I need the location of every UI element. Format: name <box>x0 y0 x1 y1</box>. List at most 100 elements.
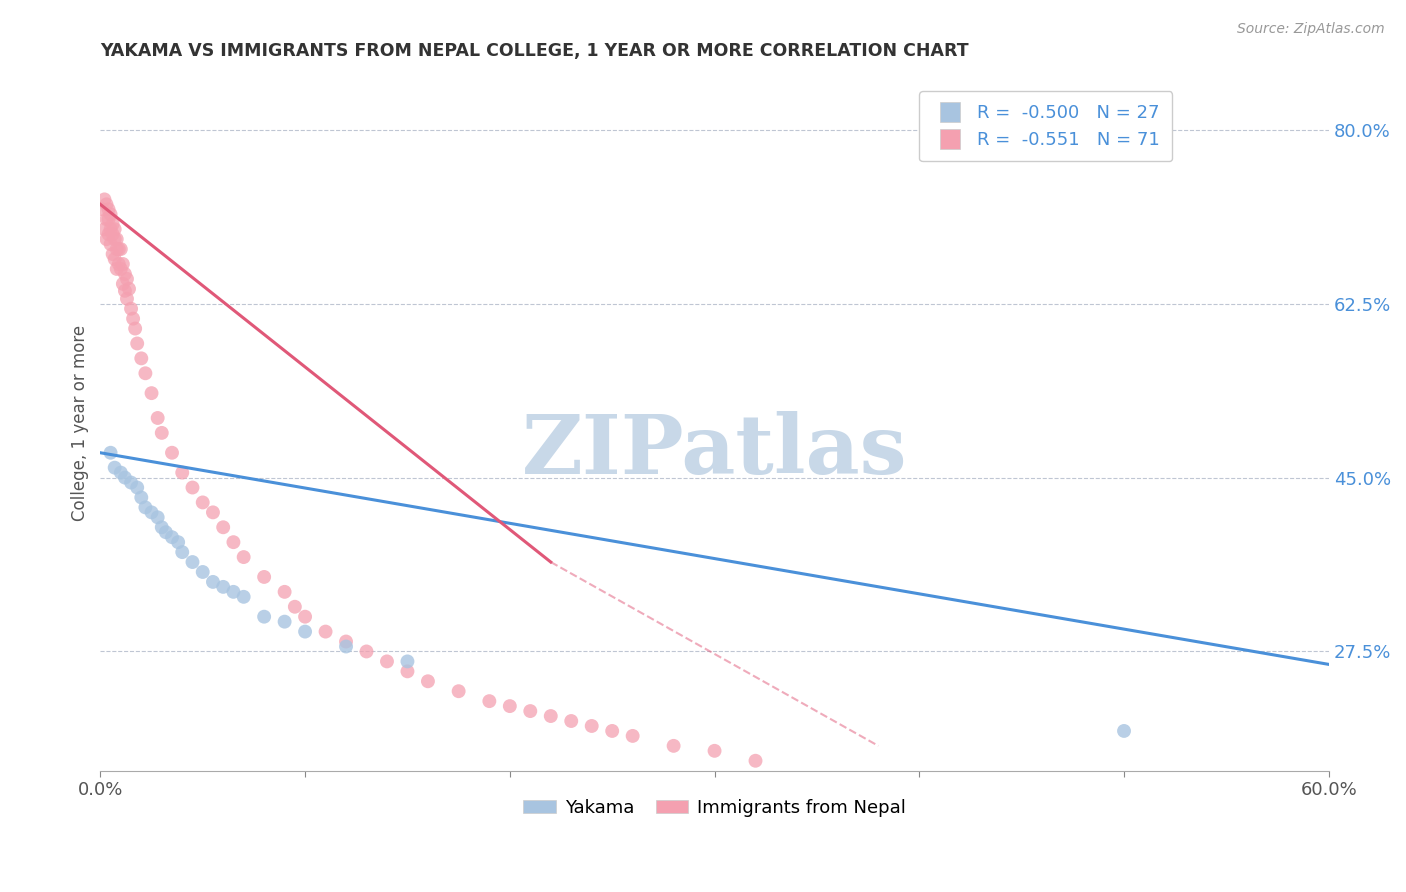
Point <box>600 723 623 738</box>
Point <box>375 654 398 668</box>
Point <box>273 615 295 629</box>
Point <box>172 545 194 559</box>
Point <box>253 570 276 584</box>
Point <box>96 212 118 227</box>
Point <box>100 222 122 236</box>
Point <box>167 535 190 549</box>
Point <box>540 709 562 723</box>
Point <box>110 262 132 277</box>
Point <box>181 481 204 495</box>
Point <box>232 550 254 565</box>
Point <box>97 227 120 242</box>
Point <box>396 665 419 679</box>
Point <box>141 505 163 519</box>
Point <box>114 284 136 298</box>
Point <box>253 609 276 624</box>
Point <box>222 585 245 599</box>
Point <box>124 321 146 335</box>
Point <box>703 744 725 758</box>
Point <box>581 719 603 733</box>
Point <box>335 634 357 648</box>
Point <box>416 674 439 689</box>
Point <box>111 257 134 271</box>
Point <box>134 366 156 380</box>
Point <box>114 470 136 484</box>
Point <box>181 555 204 569</box>
Point <box>150 425 173 440</box>
Point <box>93 193 115 207</box>
Point <box>101 247 124 261</box>
Point <box>107 257 129 271</box>
Point <box>356 644 378 658</box>
Point <box>150 520 173 534</box>
Point <box>191 495 214 509</box>
Point <box>315 624 337 639</box>
Point <box>97 202 120 217</box>
Point <box>160 530 183 544</box>
Point <box>97 212 120 227</box>
Point <box>96 197 118 211</box>
Point <box>127 481 149 495</box>
Text: YAKAMA VS IMMIGRANTS FROM NEPAL COLLEGE, 1 YEAR OR MORE CORRELATION CHART: YAKAMA VS IMMIGRANTS FROM NEPAL COLLEGE,… <box>100 42 969 60</box>
Point <box>120 475 142 490</box>
Point <box>104 460 127 475</box>
Point <box>212 520 235 534</box>
Point <box>115 272 138 286</box>
Point <box>107 242 129 256</box>
Point <box>105 242 128 256</box>
Point <box>560 714 582 728</box>
Legend: Yakama, Immigrants from Nepal: Yakama, Immigrants from Nepal <box>516 792 914 824</box>
Point <box>104 252 127 266</box>
Point <box>191 565 214 579</box>
Text: Source: ZipAtlas.com: Source: ZipAtlas.com <box>1237 22 1385 37</box>
Point <box>127 336 149 351</box>
Point <box>104 232 127 246</box>
Point <box>101 227 124 242</box>
Point <box>294 624 316 639</box>
Point <box>115 292 138 306</box>
Point <box>335 640 357 654</box>
Point <box>100 446 122 460</box>
Point <box>499 699 522 714</box>
Point <box>104 222 127 236</box>
Point <box>93 222 115 236</box>
Point <box>201 505 224 519</box>
Point <box>141 386 163 401</box>
Point <box>621 729 644 743</box>
Y-axis label: College, 1 year or more: College, 1 year or more <box>72 325 89 521</box>
Point <box>146 411 169 425</box>
Point <box>114 267 136 281</box>
Point <box>122 311 145 326</box>
Point <box>120 301 142 316</box>
Point <box>1112 723 1135 738</box>
Point <box>478 694 501 708</box>
Point <box>110 242 132 256</box>
Point <box>101 217 124 231</box>
Point <box>100 237 122 252</box>
Point <box>273 585 295 599</box>
Point <box>662 739 685 753</box>
Text: ZIPatlas: ZIPatlas <box>522 411 907 491</box>
Point <box>284 599 307 614</box>
Point <box>96 232 118 246</box>
Point <box>110 466 132 480</box>
Point <box>134 500 156 515</box>
Point <box>222 535 245 549</box>
Point <box>105 232 128 246</box>
Point <box>160 446 183 460</box>
Point <box>146 510 169 524</box>
Point <box>172 466 194 480</box>
Point <box>129 491 152 505</box>
Point <box>111 277 134 291</box>
Point <box>294 609 316 624</box>
Point <box>396 654 419 668</box>
Point <box>212 580 235 594</box>
Point <box>91 202 114 217</box>
Point <box>129 351 152 366</box>
Point <box>100 207 122 221</box>
Point <box>155 525 177 540</box>
Point <box>232 590 254 604</box>
Point <box>447 684 470 698</box>
Point <box>519 704 541 718</box>
Point <box>744 754 766 768</box>
